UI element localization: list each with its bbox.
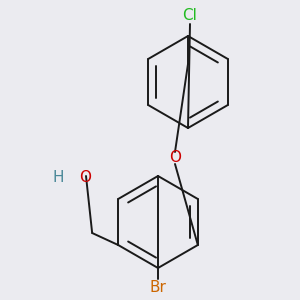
Text: Br: Br bbox=[150, 280, 166, 295]
Text: O: O bbox=[169, 151, 181, 166]
Text: O: O bbox=[79, 169, 91, 184]
Text: Cl: Cl bbox=[183, 8, 197, 23]
Text: H: H bbox=[52, 169, 64, 184]
